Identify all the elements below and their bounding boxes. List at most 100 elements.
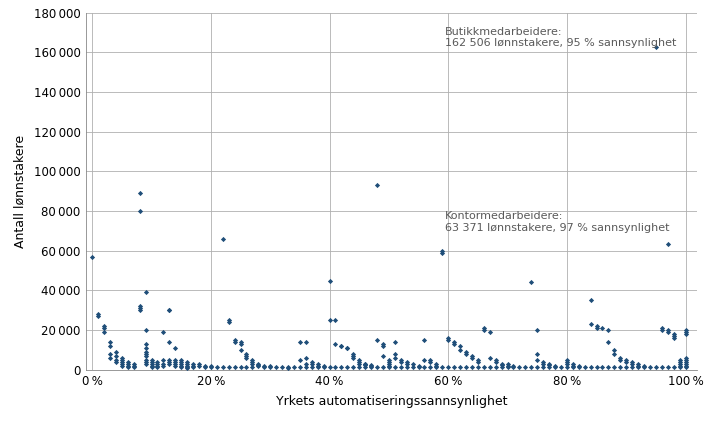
Point — [496, 361, 508, 368]
Point — [354, 363, 365, 370]
Point — [508, 363, 519, 370]
Point — [104, 343, 116, 349]
Point — [603, 327, 614, 334]
Point — [140, 340, 152, 347]
Point — [626, 358, 638, 365]
Point — [324, 277, 335, 284]
Point — [300, 363, 311, 370]
Point — [170, 360, 181, 367]
Point — [164, 307, 175, 314]
Point — [383, 360, 395, 367]
Point — [312, 360, 324, 367]
Point — [247, 358, 258, 365]
Point — [573, 363, 585, 370]
Point — [241, 352, 252, 359]
Text: Butikkmedarbeidere:
162 506 lønnstakere, 95 % sannsynlighet: Butikkmedarbeidere: 162 506 lønnstakere,… — [445, 27, 677, 48]
Point — [306, 360, 318, 367]
Point — [365, 361, 377, 368]
Point — [531, 351, 543, 357]
Point — [146, 358, 157, 365]
Point — [549, 363, 561, 370]
Point — [513, 363, 525, 370]
Point — [188, 363, 199, 370]
Point — [555, 363, 567, 370]
Point — [300, 354, 311, 361]
Point — [93, 313, 104, 320]
Point — [638, 363, 650, 369]
Point — [679, 331, 691, 337]
Point — [146, 360, 157, 367]
Point — [620, 358, 632, 365]
Point — [217, 235, 229, 242]
Point — [330, 340, 342, 347]
Point — [371, 337, 383, 343]
Point — [164, 357, 175, 363]
Point — [508, 363, 519, 369]
Point — [294, 357, 306, 363]
Point — [436, 247, 448, 254]
Point — [573, 363, 585, 369]
Point — [170, 358, 181, 365]
Point — [188, 363, 199, 369]
Point — [336, 363, 347, 370]
Point — [342, 363, 353, 370]
Point — [300, 360, 311, 367]
Point — [502, 363, 513, 369]
Point — [662, 329, 674, 335]
Point — [110, 358, 122, 365]
Point — [389, 351, 400, 357]
Point — [241, 351, 252, 357]
Point — [318, 363, 329, 369]
Point — [679, 327, 691, 334]
Point — [342, 345, 353, 351]
Point — [365, 363, 377, 369]
Point — [668, 331, 679, 337]
Point — [544, 361, 555, 368]
Point — [140, 358, 152, 365]
Point — [229, 339, 240, 346]
Point — [223, 363, 234, 370]
Point — [175, 357, 187, 363]
Point — [442, 337, 454, 343]
Point — [650, 363, 661, 370]
Point — [478, 363, 490, 370]
Point — [466, 352, 477, 359]
Point — [431, 363, 442, 369]
Point — [383, 357, 395, 363]
Point — [164, 307, 175, 314]
Point — [608, 351, 620, 357]
Point — [140, 348, 152, 355]
Point — [157, 329, 169, 335]
Point — [175, 363, 187, 369]
Point — [122, 363, 134, 370]
Point — [193, 363, 205, 369]
Point — [460, 348, 472, 355]
Point — [674, 360, 685, 367]
Point — [104, 339, 116, 346]
Point — [454, 363, 466, 370]
Point — [662, 327, 674, 334]
Point — [324, 363, 335, 370]
Point — [620, 357, 632, 363]
Point — [638, 363, 650, 370]
Point — [134, 303, 145, 310]
Point — [413, 363, 424, 369]
Point — [454, 346, 466, 353]
X-axis label: Yrkets automatiseringssannsynlighet: Yrkets automatiseringssannsynlighet — [276, 395, 508, 408]
Point — [567, 363, 579, 369]
Point — [662, 363, 674, 370]
Point — [306, 358, 318, 365]
Point — [383, 358, 395, 365]
Point — [620, 363, 632, 370]
Point — [152, 360, 163, 367]
Point — [431, 360, 442, 367]
Point — [140, 351, 152, 357]
Point — [199, 363, 211, 370]
Point — [377, 340, 389, 347]
Point — [449, 340, 460, 347]
Point — [668, 334, 679, 341]
Point — [199, 363, 211, 369]
Point — [140, 352, 152, 359]
Point — [389, 354, 400, 361]
Point — [679, 329, 691, 335]
